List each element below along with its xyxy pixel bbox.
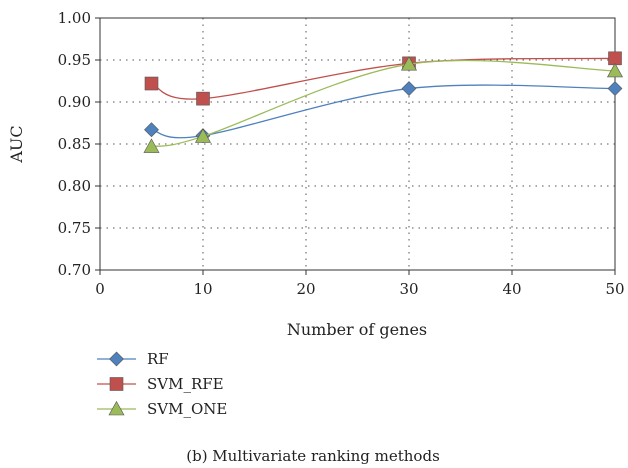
legend-item-rf: RF xyxy=(97,350,169,368)
y-tick-label: 1.00 xyxy=(58,9,91,27)
axes xyxy=(95,17,616,275)
legend-item-svm-rfe: SVM_RFE xyxy=(97,375,224,393)
y-tick-label: 0.85 xyxy=(58,135,91,153)
y-tick-label: 0.80 xyxy=(58,177,91,195)
data-point-svm-rfe xyxy=(196,91,210,106)
y-tick-label: 0.70 xyxy=(58,261,91,279)
data-point-svm-one xyxy=(194,128,212,143)
data-point-svm-one xyxy=(400,56,418,71)
series-layer xyxy=(143,51,624,153)
series-svm-rfe xyxy=(144,51,622,106)
x-tick-labels: 0 10 20 30 40 50 xyxy=(95,280,624,298)
series-rf xyxy=(144,81,623,144)
data-point-rf xyxy=(607,81,623,96)
x-axis-label: Number of genes xyxy=(287,320,427,339)
data-point-rf xyxy=(401,81,417,96)
y-tick-labels: 0.70 0.75 0.80 0.85 0.90 0.95 1.00 xyxy=(58,9,91,279)
x-tick-label: 20 xyxy=(296,280,315,298)
data-point-svm-rfe xyxy=(144,76,159,91)
series-line-svm-one xyxy=(151,59,616,148)
x-tick-label: 10 xyxy=(193,280,212,298)
legend: RF SVM_RFE SVM_ONE xyxy=(97,350,227,418)
series-line-rf xyxy=(151,84,616,139)
data-point-svm-one xyxy=(606,62,624,78)
legend-label: SVM_ONE xyxy=(147,400,227,418)
x-tick-label: 50 xyxy=(605,280,624,298)
grid-lines xyxy=(100,18,615,270)
data-point-svm-one xyxy=(143,138,160,153)
data-point-rf xyxy=(144,122,159,138)
series-line-svm-rfe xyxy=(151,57,616,100)
y-tick-label: 0.75 xyxy=(58,219,91,237)
series-svm-one xyxy=(143,56,624,153)
x-tick-label: 0 xyxy=(95,280,105,298)
legend-label: RF xyxy=(147,350,169,368)
figure-caption: (b) Multivariate ranking methods xyxy=(186,447,440,465)
legend-marker-rf xyxy=(109,351,124,367)
legend-item-svm-one: SVM_ONE xyxy=(97,400,227,418)
legend-label: SVM_RFE xyxy=(147,375,224,393)
x-tick-label: 40 xyxy=(502,280,521,298)
y-tick-label: 0.90 xyxy=(58,93,91,111)
x-tick-label: 30 xyxy=(399,280,418,298)
legend-marker-svm-rfe xyxy=(109,377,124,391)
legend-marker-svm-one xyxy=(108,400,125,416)
y-tick-label: 0.95 xyxy=(58,51,91,69)
y-axis-label: AUC xyxy=(7,125,26,163)
